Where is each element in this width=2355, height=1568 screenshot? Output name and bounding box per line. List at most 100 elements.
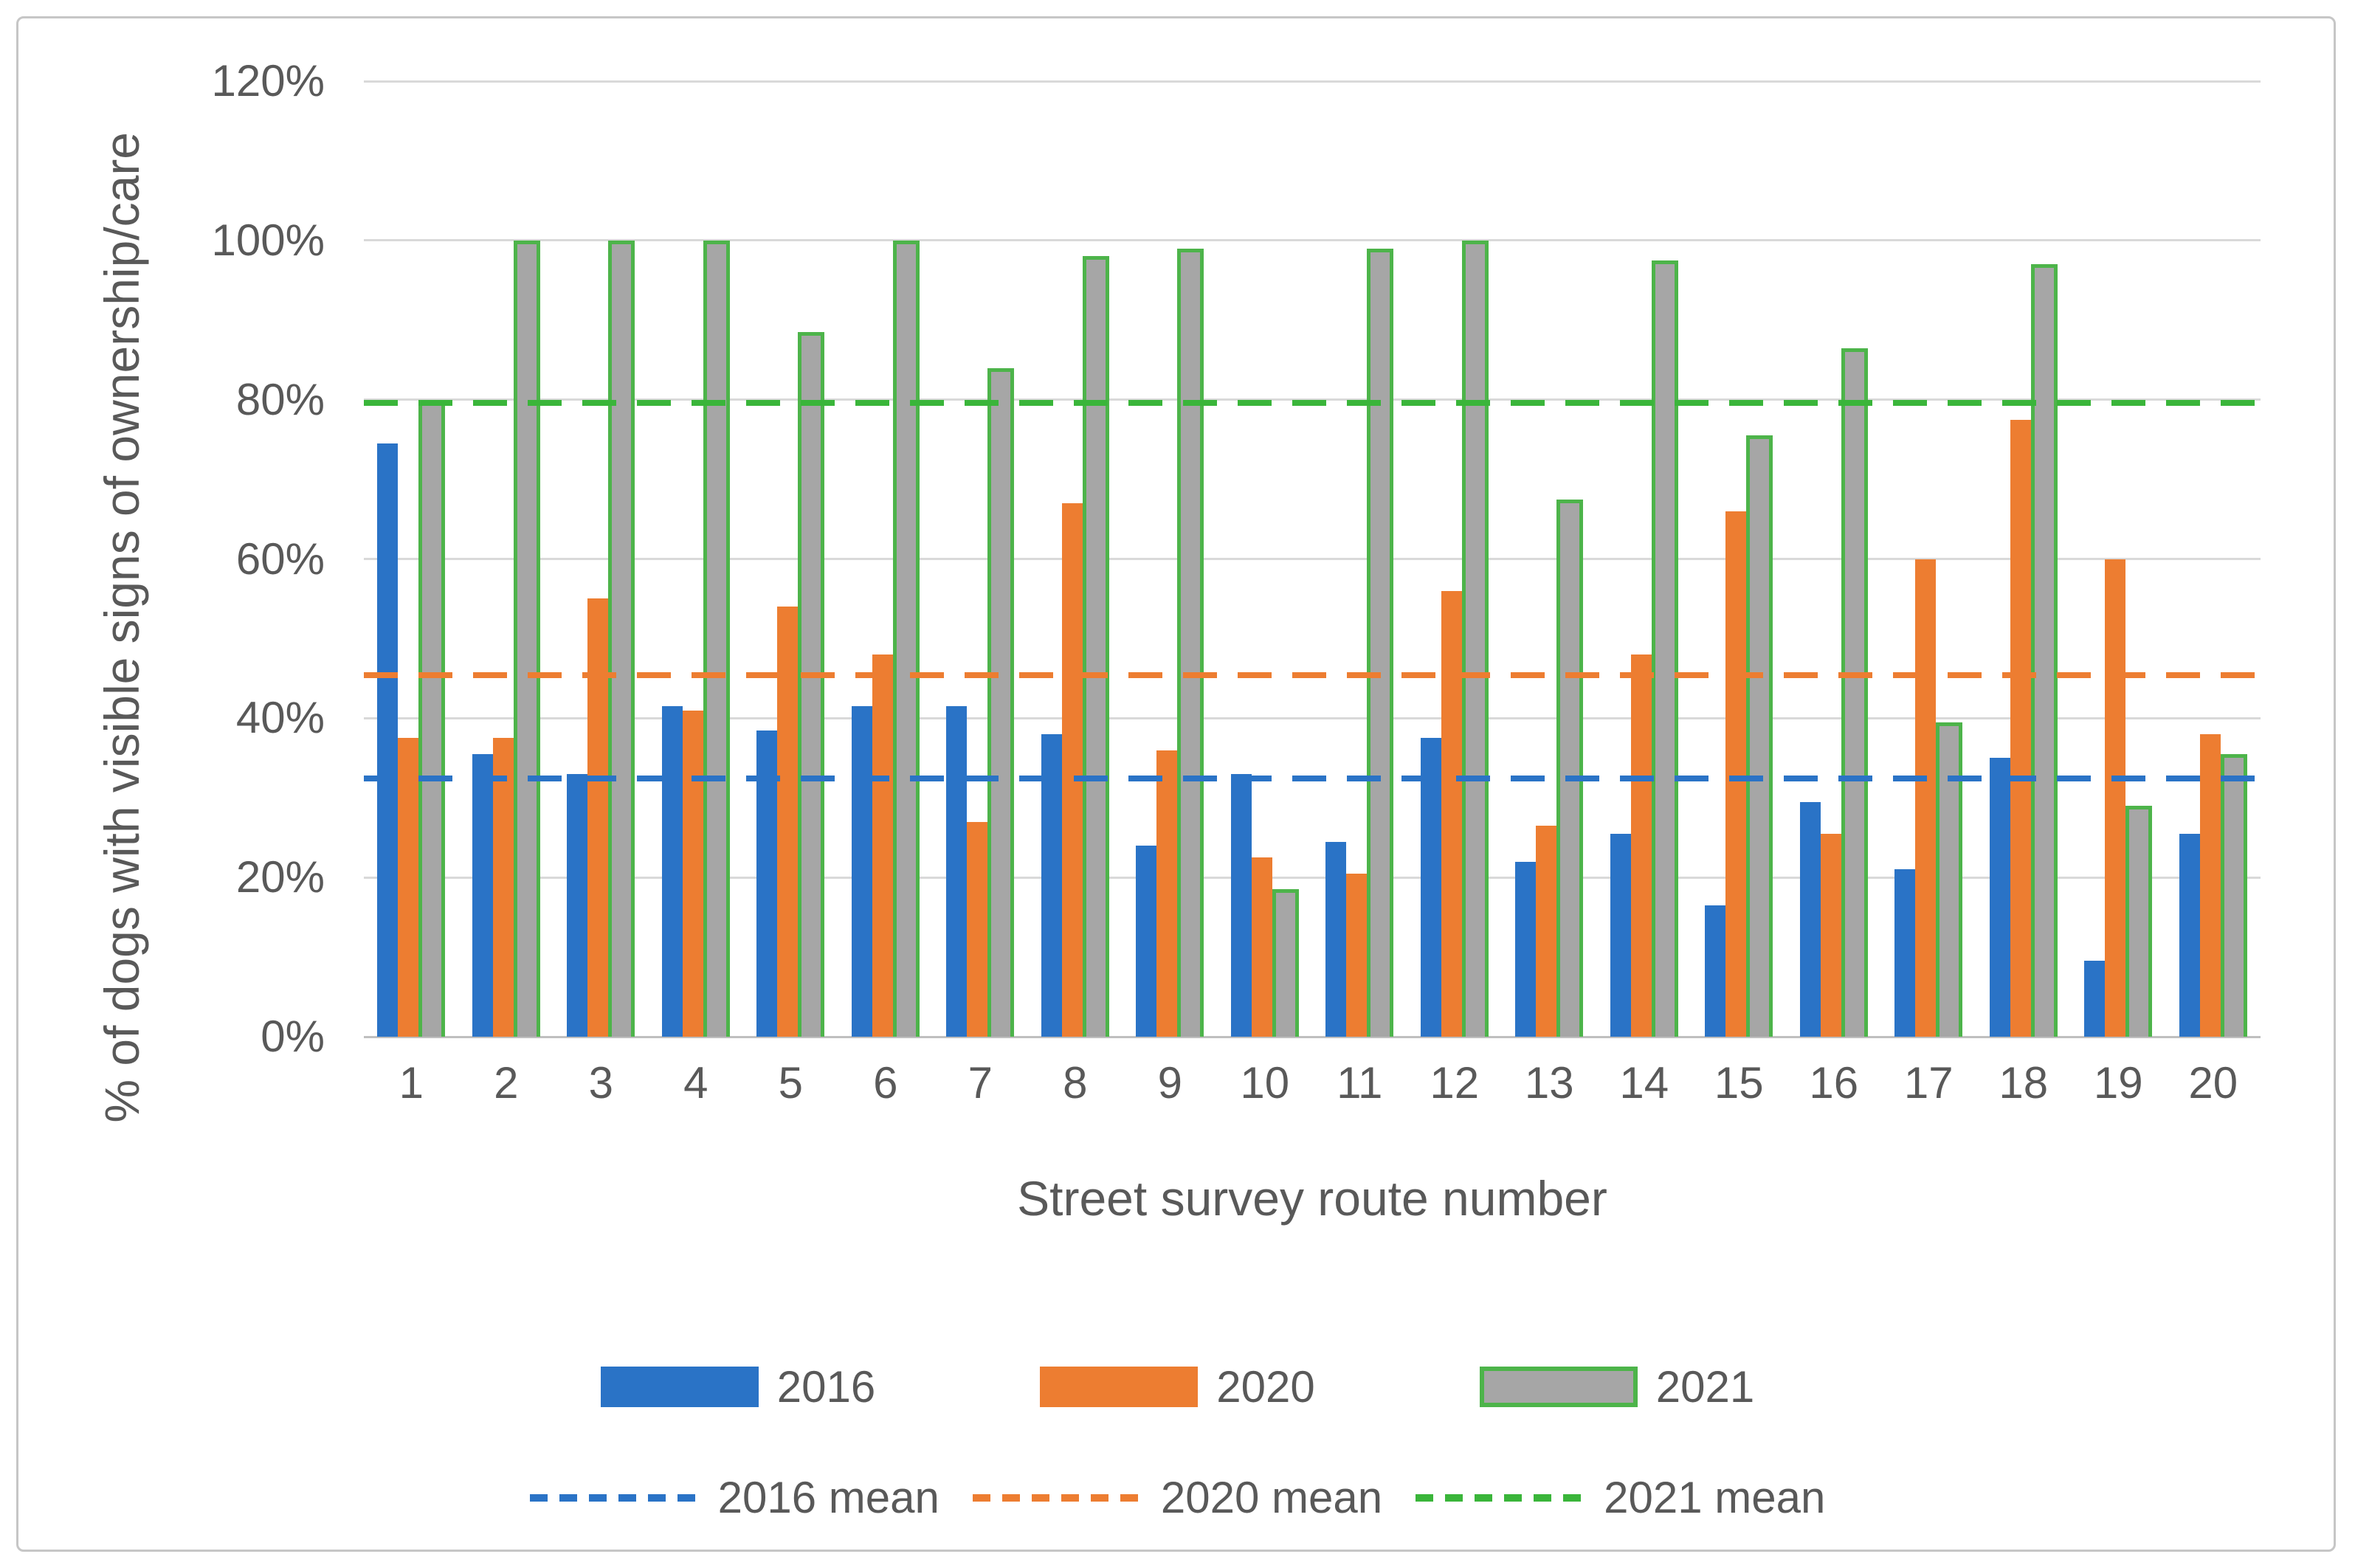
bar-2020-route-3 (587, 598, 609, 1037)
bar-group-route-20 (2166, 81, 2261, 1037)
bar-2020-route-4 (682, 710, 703, 1037)
legend-item-2021: 2021 (1479, 1361, 1755, 1412)
bar-2021-route-10 (1272, 889, 1299, 1037)
bar-2016-route-19 (2084, 961, 2106, 1037)
legend-label-2016-mean: 2016 mean (717, 1473, 939, 1522)
mean-line-2021-mean (364, 399, 2261, 406)
bar-2020-route-2 (492, 738, 514, 1037)
bar-2021-route-1 (418, 399, 446, 1037)
bar-2020-route-18 (2010, 419, 2031, 1037)
bar-2020-route-14 (1630, 655, 1652, 1037)
legend-label-2021: 2021 (1655, 1362, 1755, 1412)
x-tick-label-10: 10 (1240, 1058, 1290, 1108)
bar-2020-route-16 (1820, 833, 1841, 1037)
x-tick-label-1: 1 (399, 1058, 424, 1108)
bar-2020-route-9 (1156, 750, 1178, 1037)
legend-means-row: 2016 mean 2020 mean 2021 mean (0, 1472, 2355, 1523)
bar-2016-route-15 (1705, 905, 1726, 1037)
bar-2021-route-15 (1746, 435, 1773, 1037)
bar-group-route-14 (1597, 81, 1692, 1037)
x-tick-label-8: 8 (1063, 1058, 1088, 1108)
bar-2020-route-17 (1915, 559, 1937, 1037)
bar-group-route-7 (933, 81, 1028, 1037)
bar-2016-route-1 (377, 443, 399, 1037)
y-tick-label-40: 40% (235, 693, 325, 743)
legend-label-2020-mean: 2020 mean (1160, 1473, 1383, 1522)
x-tick-label-6: 6 (873, 1058, 898, 1108)
bar-2016-route-16 (1799, 801, 1821, 1037)
bar-group-route-18 (1976, 81, 2072, 1037)
bar-2020-route-6 (872, 655, 893, 1037)
legend-item-2016-mean: 2016 mean (529, 1472, 939, 1523)
x-tick-label-2: 2 (494, 1058, 519, 1108)
legend-label-2016: 2016 (776, 1362, 876, 1412)
legend-item-2020: 2020 (1040, 1361, 1315, 1412)
bar-2021-route-17 (1936, 722, 1963, 1037)
x-tick-label-20: 20 (2188, 1058, 2238, 1108)
bar-group-route-19 (2071, 81, 2166, 1037)
y-tick-label-100: 100% (211, 215, 325, 265)
x-tick-label-11: 11 (1337, 1058, 1383, 1108)
legend-item-2016: 2016 (600, 1361, 876, 1412)
bar-2016-route-3 (567, 773, 588, 1037)
bar-group-route-2 (459, 81, 554, 1037)
bar-2021-route-12 (1461, 240, 1489, 1037)
y-axis-title: % of dogs with visible signs of ownershi… (66, 132, 177, 1123)
bar-2016-route-6 (851, 706, 872, 1037)
y-tick-label-20: 20% (235, 852, 325, 902)
legend-swatch-2021 (1479, 1367, 1638, 1407)
gridline-40 (364, 716, 2261, 719)
y-tick-label-0: 0% (261, 1012, 325, 1061)
bar-group-route-12 (1407, 81, 1503, 1037)
bar-2021-route-20 (2220, 753, 2247, 1037)
x-tick-label-17: 17 (1903, 1058, 1954, 1108)
legend-label-2020: 2020 (1216, 1362, 1315, 1412)
mean-line-2016-mean (364, 776, 2261, 782)
bar-2021-route-16 (1841, 348, 1868, 1037)
bar-2021-route-6 (892, 240, 920, 1037)
legend-swatch-2016 (600, 1367, 759, 1407)
x-tick-label-9: 9 (1157, 1058, 1182, 1108)
legend-series-row: 2016 2020 2021 (0, 1361, 2355, 1412)
bar-group-route-17 (1881, 81, 1976, 1037)
bar-2021-route-7 (987, 367, 1015, 1037)
legend-dash-swatch-2016-mean (529, 1493, 700, 1502)
y-tick-label-60: 60% (235, 533, 325, 584)
bar-group-route-9 (1123, 81, 1218, 1037)
gridline-80 (364, 398, 2261, 401)
bar-2016-route-17 (1894, 869, 1916, 1037)
bar-group-route-13 (1502, 81, 1597, 1037)
bar-2020-route-15 (1725, 511, 1747, 1037)
legend-label-2021-mean: 2021 mean (1604, 1473, 1826, 1522)
bar-group-route-6 (838, 81, 934, 1037)
bar-2016-route-10 (1230, 773, 1252, 1037)
y-tick-label-120: 120% (211, 56, 325, 106)
bar-2021-route-8 (1082, 256, 1109, 1037)
gridline-120 (364, 80, 2261, 83)
gridline-20 (364, 876, 2261, 879)
bar-2020-route-20 (2199, 733, 2221, 1037)
bar-2021-route-5 (798, 331, 825, 1037)
plot-area (364, 80, 2261, 1038)
bar-group-route-16 (1787, 81, 1882, 1037)
bar-2016-route-2 (472, 753, 493, 1037)
gridline-0 (364, 1035, 2261, 1038)
bar-2016-route-12 (1420, 738, 1441, 1037)
x-tick-label-5: 5 (778, 1058, 803, 1108)
bar-2020-route-13 (1536, 826, 1557, 1037)
bar-2021-route-9 (1177, 248, 1204, 1037)
bar-2020-route-8 (1061, 502, 1083, 1037)
bar-2021-route-19 (2125, 806, 2153, 1037)
bar-group-route-11 (1312, 81, 1407, 1037)
gridline-100 (364, 239, 2261, 242)
x-tick-label-7: 7 (968, 1058, 993, 1108)
bar-group-route-10 (1218, 81, 1313, 1037)
x-tick-label-18: 18 (1999, 1058, 2049, 1108)
y-tick-label-80: 80% (235, 374, 325, 424)
bar-2020-route-5 (777, 607, 799, 1037)
x-tick-label-4: 4 (683, 1058, 708, 1108)
bar-2021-route-3 (608, 240, 635, 1037)
bar-2016-route-11 (1325, 841, 1347, 1037)
legend-dash-swatch-2020-mean (972, 1493, 1142, 1502)
